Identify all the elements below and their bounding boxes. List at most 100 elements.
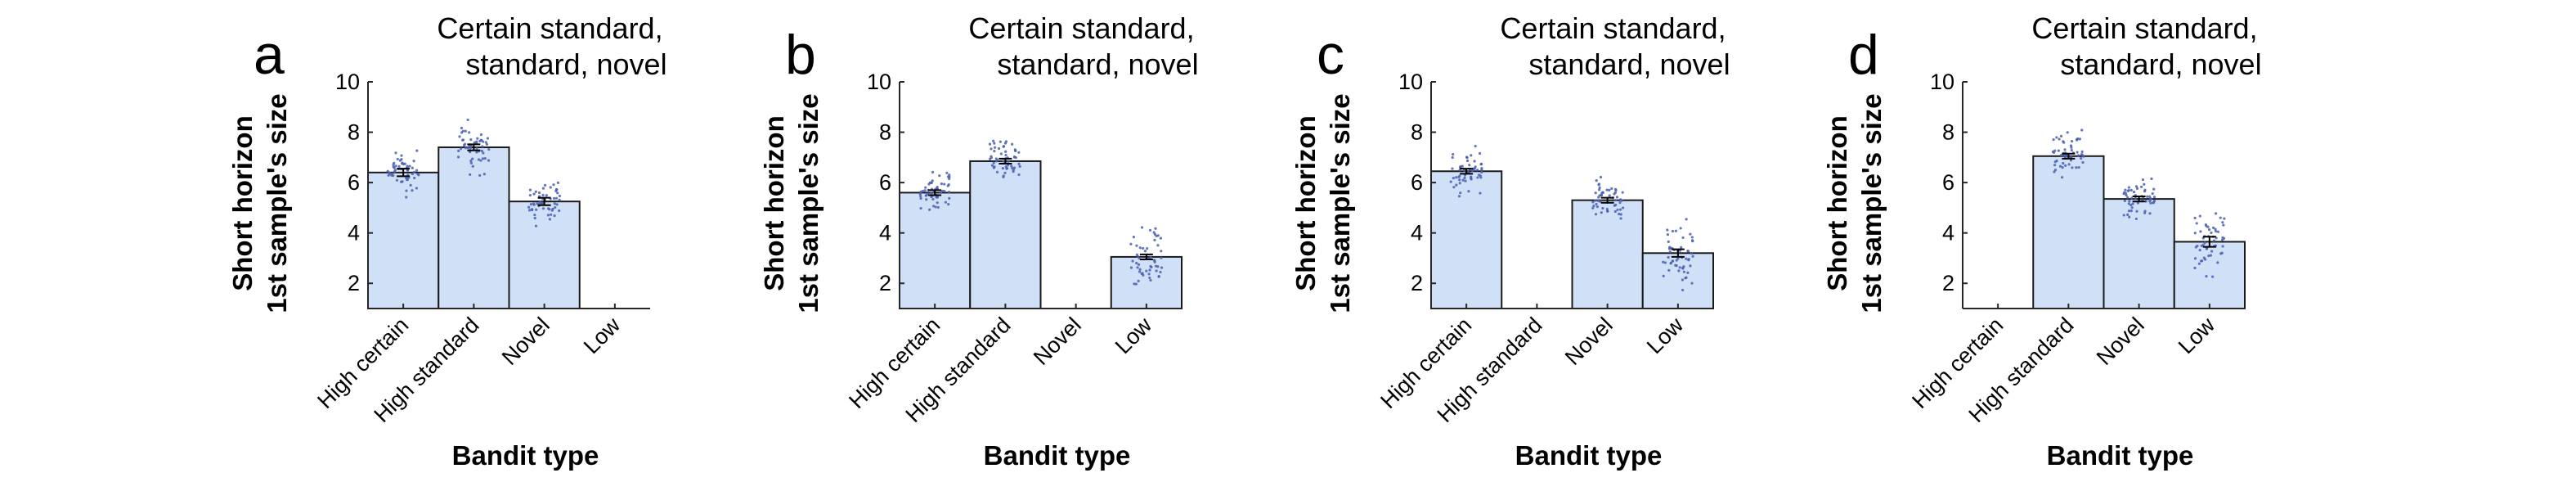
data-point xyxy=(2129,188,2133,192)
data-point xyxy=(2070,148,2073,152)
data-point xyxy=(2206,225,2210,228)
data-point xyxy=(931,205,936,208)
data-point xyxy=(1676,257,1680,260)
data-point xyxy=(2198,214,2201,218)
data-point xyxy=(1135,261,1138,265)
data-point xyxy=(1147,273,1151,276)
data-point xyxy=(2080,128,2084,132)
data-point xyxy=(1668,250,1672,254)
data-point xyxy=(2199,230,2202,233)
data-point xyxy=(1686,250,1690,253)
data-point xyxy=(1473,167,1476,170)
data-point xyxy=(1004,153,1008,157)
data-point xyxy=(1479,191,1482,195)
data-point xyxy=(1591,200,1595,204)
bar-high-certain xyxy=(367,171,440,309)
data-point xyxy=(948,175,951,178)
x-tick-label: Low xyxy=(579,313,626,359)
data-point xyxy=(1137,263,1141,266)
data-point xyxy=(1149,264,1152,268)
panel-letter: a xyxy=(254,24,285,86)
data-point xyxy=(534,224,538,227)
data-point xyxy=(2053,169,2058,172)
data-point xyxy=(1677,269,1681,273)
data-point xyxy=(1145,269,1148,273)
y-axis-label-line-1: Short horizon xyxy=(759,115,789,291)
x-tick-label: Novel xyxy=(497,313,554,370)
data-point xyxy=(2203,241,2206,245)
data-point xyxy=(928,208,931,211)
chart-title-line-2: standard, novel xyxy=(465,47,666,81)
data-point xyxy=(2075,166,2078,169)
data-point xyxy=(461,138,464,142)
data-point xyxy=(1601,206,1604,210)
y-tick-label: 2 xyxy=(1942,271,1954,295)
data-point xyxy=(936,201,939,205)
data-point xyxy=(2127,209,2131,213)
data-point xyxy=(550,213,553,216)
data-point xyxy=(2146,195,2149,198)
y-tick-label: 4 xyxy=(348,221,360,246)
data-point xyxy=(554,205,557,209)
x-tick-label: Novel xyxy=(1560,313,1618,370)
data-point xyxy=(2059,134,2063,137)
data-point xyxy=(1674,229,1677,232)
y-axis-label-line-2: 1st sample's size xyxy=(793,93,824,313)
y-tick-label: 4 xyxy=(1942,221,1954,246)
data-point xyxy=(1595,202,1598,206)
data-point xyxy=(466,146,469,150)
data-point xyxy=(919,190,922,194)
data-point xyxy=(1452,152,1455,156)
data-point xyxy=(2063,148,2067,151)
panel-letter: b xyxy=(785,24,816,86)
data-point xyxy=(2216,261,2219,264)
data-point xyxy=(482,140,485,143)
data-point xyxy=(456,155,460,159)
data-point xyxy=(2060,176,2064,179)
data-point xyxy=(938,174,941,178)
data-point xyxy=(990,156,993,160)
data-point xyxy=(539,200,542,204)
data-point xyxy=(2076,154,2080,157)
data-point xyxy=(2128,200,2131,203)
data-point xyxy=(1129,242,1133,246)
data-point xyxy=(999,152,1003,155)
x-tick-label: Low xyxy=(2174,313,2220,359)
data-point xyxy=(2149,201,2152,205)
data-point xyxy=(405,196,408,199)
data-point xyxy=(1156,244,1160,247)
data-point xyxy=(411,189,414,192)
data-point xyxy=(400,180,403,183)
data-point xyxy=(1682,270,1685,273)
data-point xyxy=(1619,213,1622,216)
data-point xyxy=(553,214,556,218)
data-point xyxy=(1449,180,1452,183)
data-point xyxy=(1690,251,1694,255)
data-point xyxy=(1468,164,1471,167)
data-point xyxy=(1662,274,1665,277)
y-tick-label: 8 xyxy=(879,120,891,145)
x-tick-label: Low xyxy=(1111,313,1157,359)
chart-panel-c: c Certain standard,standard, novel Short h… xyxy=(1290,11,1730,471)
x-axis-label: Bandit type xyxy=(984,440,1131,471)
data-point xyxy=(1598,188,1601,191)
panel-letter: c xyxy=(1317,24,1344,86)
data-point xyxy=(1679,227,1682,230)
y-tick-label: 4 xyxy=(1411,221,1423,246)
data-point xyxy=(2071,166,2074,169)
data-point xyxy=(396,157,399,161)
y-axis-label-line-2: 1st sample's size xyxy=(1325,93,1355,313)
data-point xyxy=(406,169,410,172)
data-point xyxy=(2215,229,2218,233)
data-point xyxy=(469,173,472,176)
y-tick-label: 8 xyxy=(1942,120,1954,145)
data-point xyxy=(486,137,490,140)
y-axis-label-line-1: Short horizon xyxy=(1290,115,1321,291)
data-point xyxy=(477,158,481,161)
data-point xyxy=(1153,238,1156,241)
data-point xyxy=(2130,206,2134,209)
data-point xyxy=(934,205,937,209)
data-point xyxy=(412,170,416,174)
data-point xyxy=(1459,191,1462,195)
data-point xyxy=(398,159,402,162)
